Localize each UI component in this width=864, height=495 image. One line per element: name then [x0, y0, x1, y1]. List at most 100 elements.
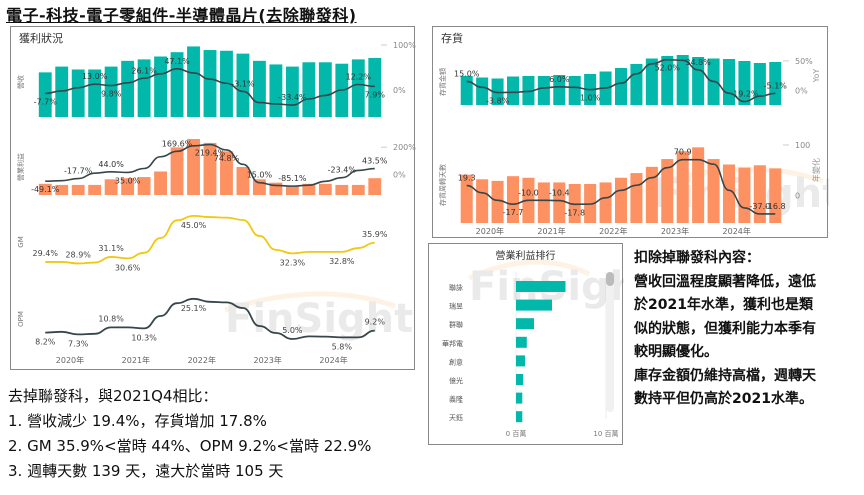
operating_income-data-label: -85.1%: [278, 174, 307, 183]
inventory_amount-bar: [676, 55, 689, 105]
ranking-category-label: 創意: [449, 357, 463, 366]
profit-chart: FinSight 營收 100% 0% -7.7% 13.0% 9.8% 26.1% 47.1%…: [16, 41, 416, 365]
ranking-scrollbar[interactable]: [606, 272, 614, 412]
inventory_amount-right-axis-label: YoY: [812, 69, 821, 84]
inventory_turnover_days-bar: [630, 173, 643, 223]
inventory-panel-title: 存貨: [441, 32, 463, 45]
operating_income-data-label: -49.1%: [31, 185, 60, 194]
profit-panel-title: 獲利狀況: [19, 32, 63, 45]
revenue-data-label: 13.0%: [82, 72, 108, 81]
operating_income-bar: [368, 178, 382, 195]
inventory_turnover_days-right-tick: 100: [795, 141, 810, 150]
operating_income-data-label: 74.8%: [214, 154, 240, 163]
inventory_amount-bar: [460, 76, 473, 105]
ranking-scrollbar-thumb[interactable]: [606, 272, 614, 286]
operating_income-bar: [121, 178, 135, 195]
inventory_amount-bar: [753, 63, 766, 105]
gm-data-label: 28.9%: [65, 250, 91, 259]
operating_income-data-label: 15.0%: [247, 171, 273, 180]
inventory_amount-data-label: -5.1%: [764, 81, 788, 90]
opm-line: [45, 297, 375, 340]
x-tick-label: 2020年: [56, 355, 84, 365]
operating_income-axis-label: 營業利益: [16, 153, 25, 181]
revenue-right-tick: 100%: [393, 41, 416, 50]
inventory_amount-axis-label: 存貨金額: [438, 68, 447, 96]
ranking-category-label: 瑞昱: [449, 302, 463, 311]
revenue-axis-label: 營收: [16, 75, 25, 89]
gm-data-label: 30.6%: [115, 263, 141, 272]
ranking-category-label: 億光: [449, 376, 463, 385]
inventory-panel: 存貨 FinSight存貨金額50%0%YoY15.0%-3.8%6.0%1.0…: [432, 26, 841, 238]
gm-data-label: 35.9%: [362, 230, 388, 239]
revenue-data-label: -33.4%: [278, 93, 307, 102]
inventory_turnover_days-bar: [692, 147, 705, 223]
inventory-chart: FinSight存貨金額50%0%YoY15.0%-3.8%6.0%1.0%52…: [438, 55, 841, 236]
inventory_turnover_days-axis-label: 存貨周轉天數: [438, 164, 447, 206]
watermark-arc: [467, 259, 591, 281]
opm-data-label: 9.2%: [365, 318, 386, 327]
x-tick-label: 2021年: [537, 226, 565, 236]
profit-panel: 獲利狀況 FinSight 營收 100% 0% -7.7% 13.0% 9.8% 26.1%…: [10, 26, 416, 370]
revenue-data-label: 7.9%: [365, 90, 386, 99]
revenue-data-label: 47.1%: [164, 57, 190, 66]
x-tick-label: 2022年: [599, 226, 627, 236]
x-tick-label: 0 百萬: [506, 429, 527, 438]
inventory_turnover_days-bar: [661, 159, 674, 223]
revenue-bar: [71, 69, 85, 117]
x-tick-label: 10 百萬: [593, 429, 618, 438]
revenue-data-label: 12.2%: [346, 73, 372, 82]
inventory_turnover_days-bar: [738, 167, 751, 223]
inventory_turnover_days-bar: [491, 180, 504, 223]
operating_income-data-label: -23.4%: [328, 166, 357, 175]
revenue-bar: [302, 62, 316, 117]
ranking-bar: [516, 411, 523, 423]
operating_income-bar: [55, 184, 69, 195]
revenue-bar: [253, 60, 266, 117]
operating_income-data-label: 43.5%: [362, 157, 388, 166]
opm-data-label: 10.3%: [131, 333, 157, 342]
operating_income-yoy-line: [45, 143, 375, 187]
note-line: 庫存金額仍維持高檔，週轉天: [634, 367, 816, 384]
opm-data-label: 7.3%: [68, 339, 89, 348]
revenue-bar: [154, 56, 167, 117]
inventory_turnover_days-data-label: -17.8: [564, 208, 585, 217]
ranking-bar: [516, 392, 523, 404]
operating_income-data-label: 44.0%: [98, 160, 124, 169]
revenue-bar: [137, 59, 151, 117]
opm-data-label: 5.8%: [332, 342, 353, 351]
ranking-bar: [516, 355, 525, 367]
opm-data-label: 8.2%: [35, 338, 56, 347]
ranking-bar: [516, 336, 527, 348]
x-tick-label: 2022年: [188, 355, 216, 365]
inventory_amount-bar: [537, 76, 550, 105]
inventory_amount-data-label: 1.0%: [580, 94, 601, 103]
ranking-bar: [516, 281, 566, 292]
revenue-bar: [55, 66, 69, 117]
inventory_amount-data-label: 34.8%: [685, 58, 711, 67]
opm-data-label: 10.8%: [98, 314, 124, 323]
revenue-bar: [285, 66, 299, 117]
x-tick-label: 2023年: [253, 355, 281, 365]
revenue-bar: [121, 60, 135, 117]
revenue-bar: [203, 50, 217, 117]
x-tick-label: 2021年: [122, 355, 150, 365]
inventory_turnover_days-data-label: -37.0: [750, 202, 771, 211]
inventory_turnover_days-bar: [676, 151, 689, 223]
operating_income-bar: [137, 177, 151, 195]
operating_income-bar: [351, 184, 365, 195]
opm-axis-label: OPM: [17, 311, 25, 327]
inventory_amount-bar: [645, 58, 658, 105]
inventory_amount-bar: [614, 68, 628, 105]
operating_income-bar: [170, 147, 184, 195]
inventory_turnover_days-bar: [614, 177, 628, 223]
revenue-yoy-line: [45, 68, 375, 106]
page-title: 電子-科技-電子零組件-半導體晶片(去除聯發科): [6, 6, 357, 25]
inventory_turnover_days-data-label: -10.0: [518, 188, 539, 197]
ranking-category-label: 群聯: [449, 320, 463, 329]
revenue-data-label: -7.7%: [34, 97, 58, 106]
summary-line: 3. 週轉天數 139 天，遠大於當時 105 天: [8, 462, 284, 480]
operating_income-bar: [71, 184, 85, 195]
summary-line: 去掉聯發科，與2021Q4相比：: [8, 387, 218, 405]
inventory_amount-data-label: 52.0%: [655, 64, 681, 73]
